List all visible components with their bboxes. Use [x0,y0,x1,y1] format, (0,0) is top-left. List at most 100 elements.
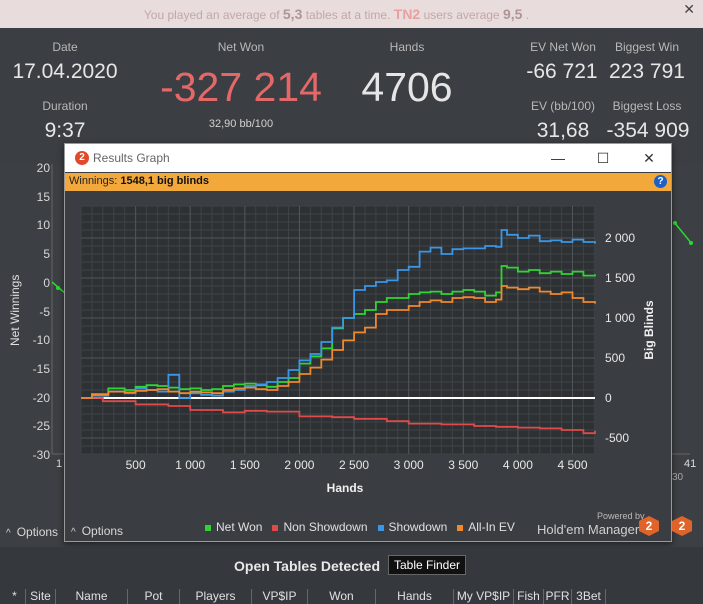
maximize-icon[interactable]: ☐ [596,150,610,166]
notice-prefix: You played an average of [143,8,280,22]
chart-legend: Net Won Non Showdown Showdown All-In EV [205,520,525,534]
biggest-loss-label: Biggest Loss [612,99,682,113]
hands-value: 4706 [361,64,453,110]
legend-swatch [457,524,464,531]
x-tick-label: 2 000 [284,458,314,472]
net-winnings-y-tick: -30 [32,448,50,462]
net-winnings-y-tick: -15 [32,361,50,376]
column-header[interactable]: Pot [128,589,180,604]
series-line-all-in-ev [81,285,596,399]
legend-label: All-In EV [468,520,515,534]
legend-item[interactable]: Non Showdown [272,520,368,534]
x-tick-label: 500 [126,458,146,472]
x-tick-label: 3 500 [448,458,478,472]
x-tick-label: 4 000 [503,458,533,472]
net-winnings-y-tick: 5 [43,247,50,262]
hm2-logo-icon: 2 [639,516,659,536]
legend-swatch [377,524,384,531]
notice-suffix: users average [423,8,500,22]
column-header[interactable]: Name [56,589,128,604]
x-tick-label: 1 500 [230,458,260,472]
net-winnings-point [673,221,677,225]
net-winnings-point [56,286,60,290]
column-header[interactable]: Site [26,589,56,604]
net-winnings-x-last-partial: 30 [672,472,684,483]
modal-options-button[interactable]: ^ Options [71,524,123,538]
y-tick-label: -500 [605,431,629,445]
biggest-win-value: 223 791 [609,60,685,83]
x-tick-label: 2 500 [339,458,369,472]
x-tick-label: 4 500 [557,458,587,472]
legend-item[interactable]: Net Won [205,520,262,534]
net-winnings-point [689,241,693,245]
net-won-value: -327 214 [160,64,322,110]
x-tick-label: 3 000 [394,458,424,472]
close-icon[interactable]: ✕ [683,1,695,17]
modal-options-label: Options [81,524,124,538]
column-header[interactable]: Fish [514,589,544,604]
hm2-logo-icon: 2 [672,516,692,536]
y-tick-label: 500 [605,351,625,365]
duration-value: 9:37 [44,119,86,142]
net-won-label: Net Won [217,40,265,54]
session-stats-panel: Date 17.04.2020 Duration 9:37 Net Won -3… [0,28,703,164]
net-winnings-x-first: 1 [56,458,62,470]
net-winnings-y-tick: 10 [36,218,50,233]
powered-by-label: Powered by [597,511,645,521]
legend-swatch [205,524,211,531]
net-winnings-y-tick: 0 [43,275,50,290]
ev-net-won-label: EV Net Won [530,40,596,54]
winnings-text: Winnings: 1548,1 big blinds [69,175,209,187]
column-header[interactable]: My VP$IP [454,589,514,604]
results-graph-window: 2 Results Graph — ☐ ✕ Winnings: 1548,1 b… [64,143,672,542]
notice-text: You played an average of 5,3 tables at a… [0,6,673,22]
column-header[interactable]: Players [180,589,252,604]
caret-up-icon: ^ [6,528,11,539]
hm2-app-icon: 2 [75,151,89,165]
options-button[interactable]: ^ Options [6,525,58,539]
column-header[interactable]: VP$IP [252,589,308,604]
net-winnings-y-tick: -10 [32,333,50,348]
biggest-win-label: Biggest Win [614,40,680,54]
minimize-icon[interactable]: — [551,150,565,166]
legend-item[interactable]: Showdown [377,520,448,534]
column-header[interactable]: PFR [544,589,572,604]
options-label: Options [16,525,59,539]
title-bar[interactable]: 2 Results Graph — ☐ ✕ [65,144,671,172]
date-label: Date [52,40,78,54]
column-header[interactable]: 3Bet [572,589,606,604]
y-tick-label: 0 [605,391,612,405]
ev-net-won-value: -66 721 [526,60,598,83]
net-winnings-y-tick: 20 [36,161,50,175]
legend-swatch [272,524,279,531]
open-tables-panel: Open Tables Detected Table Finder * Site N… [0,547,703,604]
biggest-loss-value: -354 909 [606,119,690,142]
notice-avg-tables: 5,3 [282,6,303,22]
series-line-showdown [81,229,596,399]
column-header[interactable]: * [4,589,26,604]
y-axis-title: Big Blinds [642,300,656,360]
column-header[interactable]: Won [308,589,376,604]
duration-label: Duration [42,99,88,113]
close-icon[interactable]: ✕ [643,150,655,166]
winnings-label: Winnings: [69,175,118,187]
winnings-value: 1548,1 big blinds [120,175,209,187]
winnings-bar: Winnings: 1548,1 big blinds ? [65,173,671,191]
open-tables-heading: Open Tables Detected [234,558,381,574]
notice-end: . [525,8,530,22]
help-icon[interactable]: ? [654,175,667,188]
x-tick-label: 1 000 [175,458,205,472]
legend-label: Showdown [388,520,448,534]
net-winnings-y-tick: -25 [32,419,50,434]
net-winnings-y-tick: -20 [32,390,50,405]
column-header[interactable]: Hands [376,589,454,604]
net-winnings-y-tick: 15 [36,189,50,204]
window-title: Results Graph [93,151,170,165]
net-winnings-x-last: 41 [684,458,696,470]
date-value: 17.04.2020 [12,60,118,83]
caret-up-icon: ^ [71,527,76,538]
ev-bb-label: EV (bb/100) [530,99,596,113]
brand-label: Hold'em Manager [537,522,640,537]
legend-item[interactable]: All-In EV [457,520,515,534]
table-finder-button[interactable]: Table Finder [388,555,466,575]
